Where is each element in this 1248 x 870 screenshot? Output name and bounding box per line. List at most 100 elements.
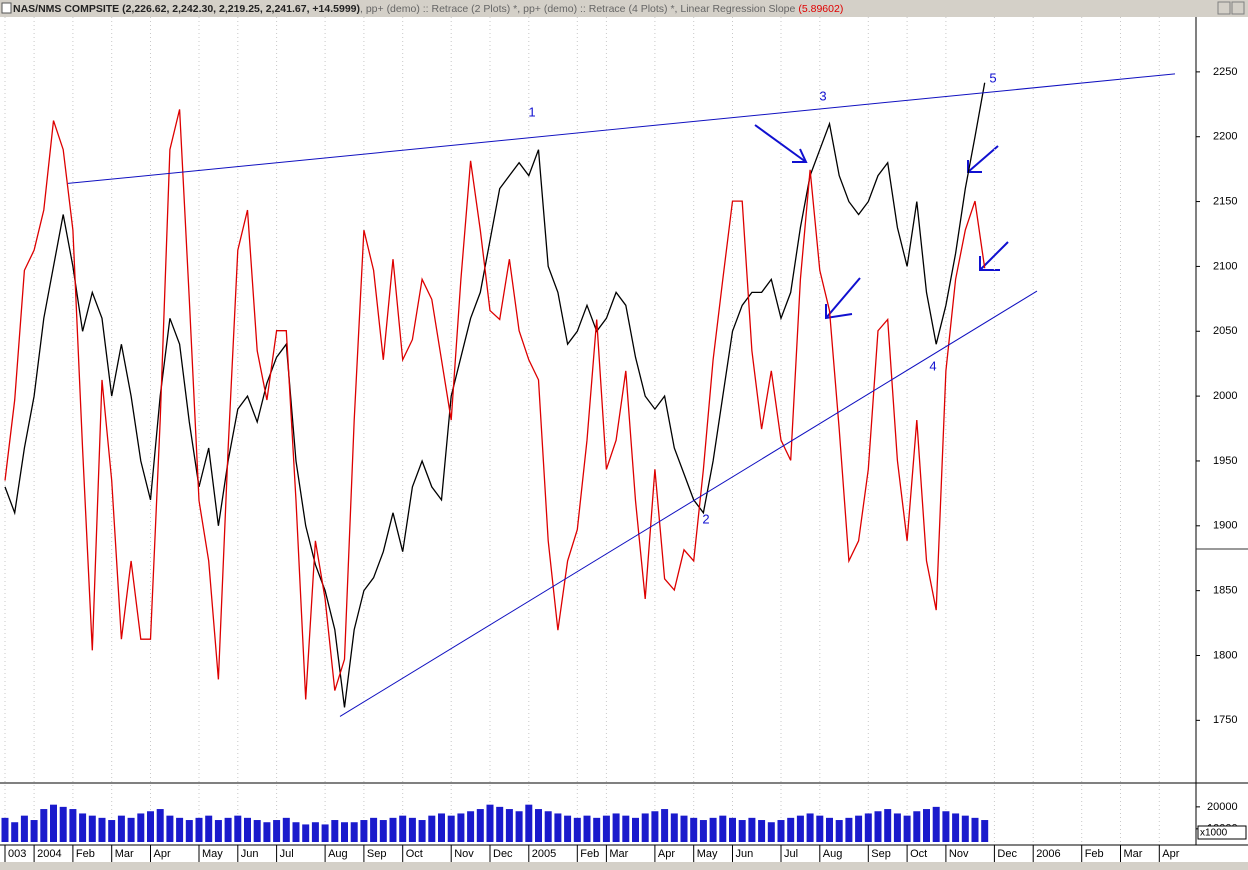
volume-bar	[632, 817, 639, 842]
price-line	[4, 82, 986, 708]
volume-bar	[855, 815, 863, 842]
x-tick-label: Feb	[1085, 848, 1104, 860]
volume-bar	[331, 820, 339, 842]
volume-bar	[166, 815, 174, 842]
unit-label: x1000	[1200, 828, 1228, 839]
volume-bar	[311, 822, 319, 842]
volume-bar	[544, 811, 552, 842]
restore-button[interactable]	[1217, 1, 1231, 15]
header: NAS/NMS COMPSITE (2,226.62, 2,242.30, 2,…	[13, 3, 843, 15]
volume-bar	[554, 813, 562, 842]
volume-bar	[370, 817, 378, 842]
volume-bar	[971, 817, 979, 842]
x-tick-label: Oct	[406, 848, 423, 860]
volume-bar	[709, 817, 717, 842]
unit-box	[1197, 825, 1247, 840]
volume-bar	[535, 809, 542, 842]
volume-bar	[612, 813, 620, 842]
volume-bar	[670, 813, 678, 842]
volume-bar	[389, 817, 397, 842]
volume-bar	[923, 809, 930, 842]
volume-bar	[379, 820, 387, 842]
x-tick-label: Sep	[367, 848, 387, 860]
x-tick-label: Mar	[609, 848, 628, 860]
arrow	[754, 124, 807, 163]
volume-bar	[661, 809, 669, 842]
x-tick-label: Apr	[154, 848, 171, 860]
volume-bar	[438, 813, 445, 842]
volume-bar	[602, 815, 610, 842]
x-tick-label: Nov	[949, 848, 969, 860]
volume-bar	[59, 806, 67, 842]
x-tick-label: Oct	[910, 848, 927, 860]
volume-bar	[108, 820, 116, 842]
volume-bar	[127, 817, 135, 842]
oscillator-line	[4, 109, 986, 700]
volume-bar	[147, 811, 154, 842]
x-tick-label: Aug	[823, 848, 843, 860]
volume-bar	[137, 813, 145, 842]
volume-bar	[583, 815, 591, 842]
x-tick-label: Mar	[115, 848, 134, 860]
scrollbar	[0, 862, 1248, 870]
x-tick-label: Feb	[76, 848, 95, 860]
title-bar	[0, 0, 1248, 17]
volume-bar	[505, 809, 513, 842]
x-tick-label: Feb	[580, 848, 599, 860]
volume-bar	[874, 811, 882, 842]
volume-bar	[496, 806, 504, 842]
volume-bar	[738, 820, 746, 842]
volume-bar	[341, 822, 348, 842]
volume-bar	[205, 815, 213, 842]
volume-bar	[418, 820, 426, 842]
close-button[interactable]	[1231, 1, 1245, 15]
volume-bar	[214, 820, 222, 842]
volume-bar	[79, 813, 87, 842]
arrow-head	[792, 148, 808, 163]
volume-bar	[467, 811, 475, 842]
volume-bar	[680, 815, 688, 842]
volume-bar	[777, 820, 785, 842]
volume-bar	[903, 815, 911, 842]
volume-bar	[826, 817, 833, 842]
volume-bar	[981, 820, 989, 842]
volume-bar	[486, 804, 494, 842]
volume-bar	[176, 817, 184, 842]
volume-bar	[50, 804, 57, 842]
volume-bar	[806, 813, 814, 842]
x-tick-label: Apr	[658, 848, 675, 860]
volume-bar	[787, 817, 795, 842]
volume-bar	[864, 813, 872, 842]
volume-bar	[622, 815, 630, 842]
volume-bar	[321, 824, 329, 842]
volume-bar	[263, 822, 271, 842]
x-tick-label: May	[697, 848, 718, 860]
volume-bar	[835, 820, 843, 842]
x-tick-label: May	[202, 848, 223, 860]
volume-bar	[273, 820, 281, 842]
wave-label: 3	[819, 88, 826, 103]
volume-bar	[302, 824, 310, 842]
volume-bar	[758, 820, 766, 842]
window-icon	[1, 2, 12, 14]
wave-label: 5	[989, 70, 996, 85]
volume-bar	[961, 815, 969, 842]
trendline	[339, 290, 1038, 717]
volume-bar	[408, 817, 416, 842]
volume-bar	[234, 815, 242, 842]
volume-bar	[399, 815, 407, 842]
x-tick-label: Dec	[997, 848, 1017, 860]
x-tick-label: Jul	[280, 848, 294, 860]
volume-bar	[69, 809, 77, 842]
x-tick-label: Jul	[784, 848, 798, 860]
volume-bar	[11, 822, 19, 842]
volume-bar	[515, 811, 523, 842]
volume-bar	[690, 817, 698, 842]
volume-bar	[20, 815, 28, 842]
volume-bar	[525, 804, 533, 842]
volume-bar	[699, 820, 707, 842]
x-tick-label: Jun	[241, 848, 259, 860]
readout: (5.89602)	[798, 3, 843, 15]
chart-title: NAS/NMS COMPSITE (2,226.62, 2,242.30, 2,…	[13, 3, 360, 15]
